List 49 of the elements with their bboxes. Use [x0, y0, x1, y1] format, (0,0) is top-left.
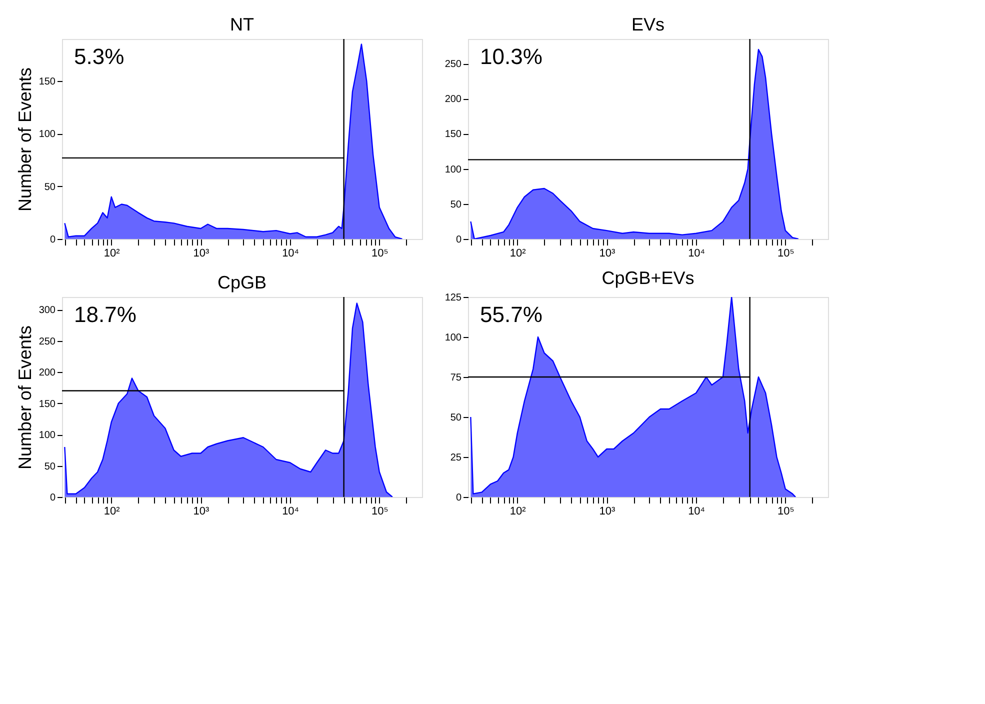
chart-title: CpGB: [217, 272, 267, 292]
y-tick-label: 200: [444, 94, 462, 106]
x-tick-label: 10⁴: [282, 506, 300, 518]
y-tick-label: 100: [444, 332, 462, 344]
annotation: 55.7%: [480, 302, 542, 327]
x-tick-label: 10⁵: [777, 506, 794, 518]
x-tick-label: 10⁴: [688, 248, 706, 260]
y-tick-label: 75: [450, 372, 462, 384]
x-tick-label: 10³: [193, 506, 210, 518]
y-tick-label: 0: [456, 492, 462, 504]
x-tick-label: 10³: [193, 248, 210, 260]
y-tick-label: 150: [444, 129, 462, 140]
annotation: 10.3%: [480, 44, 542, 69]
x-tick-label: 10⁵: [777, 248, 794, 260]
x-tick-label: 10³: [599, 506, 616, 518]
y-tick-label: 100: [38, 129, 56, 140]
x-tick-label: 10⁵: [371, 248, 388, 260]
x-tick-label: 10²: [104, 506, 120, 518]
y-tick-label: 200: [38, 368, 56, 378]
y-tick-label: 125: [444, 292, 462, 304]
y-tick-label: 50: [450, 412, 462, 424]
x-tick-label: 10⁵: [371, 506, 388, 518]
y-tick-label: 0: [456, 234, 462, 246]
y-tick-label: 150: [38, 398, 56, 410]
y-tick-label: 250: [38, 336, 56, 348]
x-tick-label: 10⁴: [282, 248, 300, 260]
y-tick-label: 150: [38, 76, 56, 88]
y-tick-label: 50: [450, 199, 462, 210]
y-tick-label: 50: [44, 461, 56, 472]
chart-title: EVs: [631, 14, 665, 34]
x-tick-label: 10²: [510, 506, 526, 518]
chart-title: CpGB+EVs: [602, 268, 694, 288]
x-tick-label: 10²: [104, 248, 120, 260]
y-axis-title: Number of Events: [14, 325, 35, 470]
annotation: 5.3%: [74, 44, 124, 69]
annotation: 18.7%: [74, 302, 136, 327]
y-tick-label: 0: [50, 234, 56, 246]
x-tick-label: 10²: [510, 248, 526, 260]
y-tick-label: 300: [38, 305, 56, 316]
y-tick-label: 250: [444, 59, 462, 70]
y-tick-label: 100: [444, 164, 462, 176]
y-tick-label: 100: [38, 430, 56, 441]
y-tick-label: 25: [450, 452, 462, 464]
chart-title: NT: [230, 14, 254, 34]
y-axis-title: Number of Events: [14, 67, 35, 212]
x-tick-label: 10⁴: [688, 506, 706, 518]
y-tick-label: 50: [44, 182, 56, 193]
x-tick-label: 10³: [599, 248, 616, 260]
y-tick-label: 0: [50, 492, 56, 504]
